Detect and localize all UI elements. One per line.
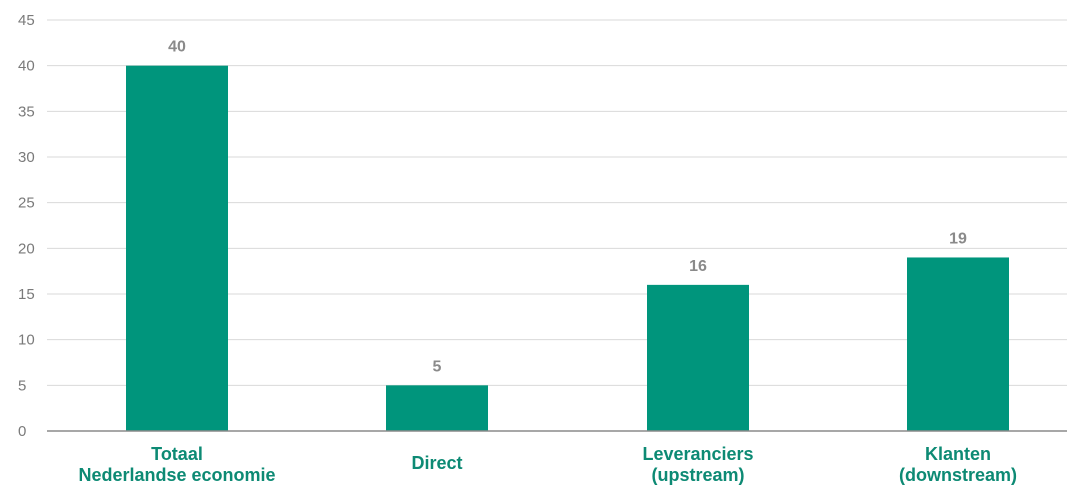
bar-0 — [126, 65, 228, 432]
bar-3 — [907, 257, 1009, 431]
value-label-1: 5 — [433, 358, 442, 375]
category-label-line: Leveranciers — [642, 444, 753, 464]
category-label-2: Leveranciers (upstream) — [642, 444, 753, 485]
category-label-0: Totaal Nederlandse economie — [78, 444, 275, 485]
y-tick-label-15: 15 — [18, 286, 35, 303]
y-tick-label-0: 0 — [18, 423, 26, 440]
category-labels: Totaal Nederlandse economie Direct Leveranc… — [78, 444, 1017, 485]
category-label-line: Direct — [411, 453, 462, 473]
category-label-3: Klanten (downstream) — [899, 444, 1017, 485]
value-label-0: 40 — [168, 39, 186, 56]
category-label-line: (downstream) — [899, 465, 1017, 485]
y-tick-label-10: 10 — [18, 332, 35, 349]
bars — [126, 65, 1009, 432]
y-tick-label-40: 40 — [18, 58, 35, 75]
y-tick-label-20: 20 — [18, 240, 35, 257]
y-tick-label-5: 5 — [18, 377, 26, 394]
value-labels: 40 5 16 19 — [168, 39, 967, 376]
y-tick-label-35: 35 — [18, 103, 35, 120]
category-label-1: Direct — [411, 453, 462, 473]
category-label-line: Totaal — [151, 444, 203, 464]
y-tick-label-30: 30 — [18, 149, 35, 166]
y-axis-tick-labels: 0 5 10 15 20 25 30 35 40 45 — [18, 12, 35, 440]
value-label-3: 19 — [949, 230, 967, 247]
category-label-line: Klanten — [925, 444, 991, 464]
bar-1 — [386, 385, 488, 431]
bar-2 — [647, 284, 749, 431]
y-tick-label-45: 45 — [18, 12, 35, 29]
category-label-line: Nederlandse economie — [78, 465, 275, 485]
y-tick-label-25: 25 — [18, 195, 35, 212]
value-label-2: 16 — [689, 258, 707, 275]
category-label-line: (upstream) — [651, 465, 744, 485]
